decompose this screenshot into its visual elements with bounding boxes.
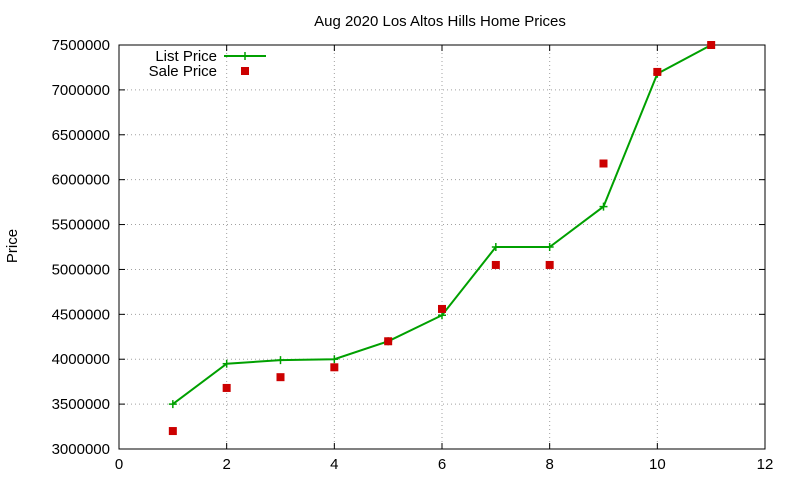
sale-price-point (599, 159, 608, 168)
list-price-point (330, 355, 339, 364)
y-tick-label: 6000000 (52, 172, 110, 189)
sale-price-point (707, 41, 716, 49)
x-tick-label: 10 (649, 456, 666, 473)
sale-price-point (384, 337, 393, 346)
y-tick-label: 5500000 (52, 217, 110, 234)
series-layer (168, 41, 716, 436)
legend-label-sale-price: Sale Price (149, 63, 217, 80)
x-tick-label: 12 (757, 456, 774, 473)
legend-marker-list-price (241, 52, 249, 60)
y-tick-label: 6500000 (52, 127, 110, 144)
list-price-point (545, 243, 554, 251)
x-tick-label: 4 (330, 456, 338, 473)
y-tick-label: 7000000 (52, 82, 110, 99)
y-tick-label: 5000000 (52, 261, 110, 278)
y-tick-label: 4500000 (52, 306, 110, 323)
y-axis-label: Price (4, 229, 21, 263)
sale-price-point (653, 67, 662, 76)
list-price-point (168, 400, 177, 409)
sale-price-point (168, 427, 177, 436)
y-tick-label: 3000000 (52, 441, 110, 458)
y-tick-label: 7500000 (52, 37, 110, 54)
legend-marker-sale-price (241, 67, 249, 75)
sale-price-point (491, 260, 500, 269)
x-tick-label: 6 (438, 456, 446, 473)
chart-title: Aug 2020 Los Altos Hills Home Prices (314, 13, 566, 30)
y-tick-label: 4000000 (52, 351, 110, 368)
list-price-point (599, 202, 608, 211)
x-tick-label: 8 (545, 456, 553, 473)
legend-label-list-price: List Price (155, 48, 217, 65)
list-price-line (172, 44, 712, 405)
x-tick-label: 2 (222, 456, 230, 473)
sale-price-point (276, 373, 285, 382)
y-tick-label: 3500000 (52, 396, 110, 413)
list-price-point (222, 359, 231, 368)
grid-layer (119, 45, 765, 449)
axes-layer: 0 2 4 6 8 10 12 3000000 3500000 4000000 4500000 500… (52, 37, 774, 473)
sale-price-point (438, 304, 446, 313)
x-tick-label: 0 (115, 456, 123, 473)
sale-price-point (330, 363, 339, 372)
list-price-point (276, 356, 285, 365)
list-price-point (491, 243, 500, 251)
sale-price-point (222, 383, 231, 392)
sale-price-point (545, 260, 554, 269)
